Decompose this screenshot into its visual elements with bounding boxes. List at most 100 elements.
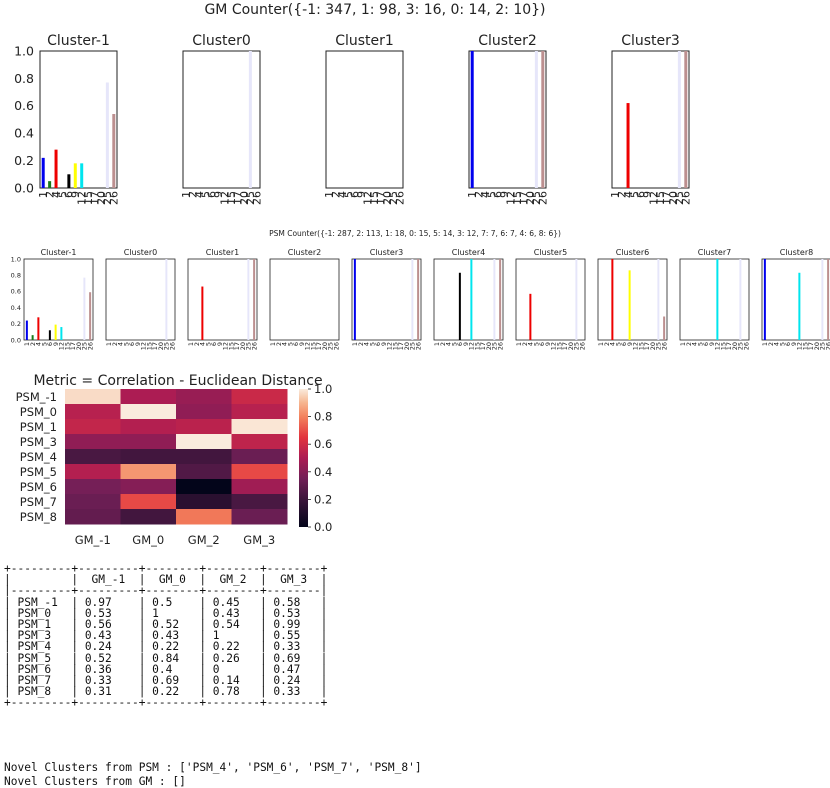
psm-bar: [499, 259, 502, 340]
psm-x-tick-label: 12: [58, 342, 66, 350]
gm-x-tick-label: 25: [244, 191, 257, 205]
psm-x-tick-label: 17: [315, 342, 323, 350]
psm-x-tick-label: 15: [637, 342, 645, 350]
psm-bar: [493, 259, 496, 340]
gm-bar: [470, 51, 474, 188]
psm-y-tick-label: 0.6: [11, 288, 21, 296]
psm-suptitle: PSM Counter({-1: 287, 2: 113, 1: 18, 0: …: [269, 229, 561, 238]
psm-bar: [575, 259, 578, 340]
heatmap-cell: [231, 404, 288, 420]
psm-subplot-title: Cluster5: [534, 248, 567, 257]
psm-bar: [628, 270, 631, 340]
heatmap-y-label: PSM_5: [20, 465, 57, 479]
psm-x-tick-label: 5: [286, 342, 294, 346]
psm-x-tick-label: 17: [725, 342, 733, 350]
psm-x-tick-label: 26: [86, 342, 94, 350]
heatmap-cell: [231, 434, 288, 450]
gm-bar: [626, 103, 630, 188]
heatmap-cell: [176, 479, 232, 495]
heatmap-cell: [65, 389, 121, 405]
heatmap-y-label: PSM_7: [20, 495, 57, 509]
psm-subplot-title: Cluster6: [616, 248, 649, 257]
psm-x-tick-label: 25: [327, 342, 335, 350]
psm-x-tick-label: 1: [515, 342, 523, 346]
gm-x-tick-label: 20: [95, 191, 108, 205]
gm-x-tick-label: 26: [108, 191, 121, 205]
gm-subplot-title: Cluster1: [335, 33, 394, 49]
gm-x-tick-label: 12: [76, 191, 89, 205]
psm-x-tick-label: 17: [69, 342, 77, 350]
psm-x-tick-label: 25: [163, 342, 171, 350]
psm-bar: [165, 259, 168, 340]
heatmap-y-label: PSM_0: [20, 405, 57, 419]
psm-x-tick-label: 12: [386, 342, 394, 350]
psm-x-tick-label: 1: [679, 342, 687, 346]
psm-bar: [83, 277, 86, 340]
heatmap-cell: [176, 404, 232, 420]
psm-x-tick-label: 5: [532, 342, 540, 346]
psm-axes-frame: [351, 258, 422, 341]
psm-x-tick-label: 20: [239, 342, 247, 350]
psm-x-tick-label: 9: [462, 342, 470, 346]
psm-x-tick-label: 20: [403, 342, 411, 350]
psm-x-tick-label: 17: [561, 342, 569, 350]
psm-x-tick-label: 26: [496, 342, 504, 350]
gm-x-tick-label: 2: [472, 191, 485, 198]
heatmap-y-label: PSM_6: [20, 480, 57, 494]
psm-bar: [353, 259, 356, 340]
psm-x-tick-label: 9: [134, 342, 142, 346]
psm-x-tick-label: 25: [245, 342, 253, 350]
psm-axes-frame: [23, 258, 94, 341]
gm-x-tick-label: 6: [206, 191, 219, 198]
gm-y-tick-label: 0.0: [14, 180, 34, 195]
gm-x-tick-label: 1: [37, 191, 50, 198]
heatmap-title: Metric = Correlation - Euclidean Distanc…: [33, 373, 322, 389]
psm-subplot-title: Cluster8: [780, 248, 813, 257]
colorbar: [299, 389, 308, 527]
heatmap-cell: [231, 464, 288, 480]
gm-x-tick-label: 17: [374, 191, 387, 205]
gm-x-tick-label: 4: [479, 191, 492, 198]
psm-x-tick-label: 2: [439, 342, 447, 346]
psm-x-tick-label: 17: [397, 342, 405, 350]
heatmap-cell: [65, 419, 121, 435]
psm-x-tick-label: 26: [168, 342, 176, 350]
gm-y-tick-label: 0.2: [14, 153, 34, 168]
psm-x-tick-label: 5: [450, 342, 458, 346]
psm-x-tick-label: 12: [304, 342, 312, 350]
psm-x-tick-label: 25: [655, 342, 663, 350]
psm-x-tick-label: 20: [567, 342, 575, 350]
heatmap-cell: [120, 419, 177, 435]
psm-x-tick-label: 9: [380, 342, 388, 346]
gm-axes-frame: [468, 50, 547, 189]
gm-axes-frame: [39, 50, 118, 189]
psm-x-tick-label: 1: [761, 342, 769, 346]
psm-bar: [529, 293, 532, 340]
heatmap-cell: [65, 434, 121, 450]
psm-axes-frame: [433, 258, 504, 341]
psm-bar: [827, 259, 830, 340]
gm-x-tick-label: 9: [69, 191, 82, 198]
psm-x-tick-label: 15: [555, 342, 563, 350]
psm-subplot-title: Cluster3: [370, 248, 403, 257]
heatmap-cell: [120, 404, 177, 420]
psm-x-tick-label: 12: [468, 342, 476, 350]
gm-x-tick-label: 12: [219, 191, 232, 205]
psm-x-tick-label: 4: [199, 342, 207, 346]
gm-x-tick-label: 15: [82, 191, 95, 205]
gm-x-tick-label: 25: [387, 191, 400, 205]
gm-bar: [48, 181, 52, 188]
psm-x-tick-label: 5: [122, 342, 130, 346]
gm-subplot-title: Cluster0: [192, 33, 251, 49]
psm-x-tick-label: 4: [609, 342, 617, 346]
psm-x-tick-label: 6: [46, 342, 54, 346]
gm-x-tick-label: 9: [212, 191, 225, 198]
psm-x-tick-label: 9: [544, 342, 552, 346]
psm-bar: [411, 259, 414, 340]
colorbar-tick-label: 0.4: [314, 465, 332, 479]
heatmap-x-label: GM_3: [243, 533, 275, 547]
psm-subplot-title: Cluster0: [124, 248, 157, 257]
gm-axes-frame: [182, 50, 261, 189]
psm-x-tick-label: 2: [521, 342, 529, 346]
gm-axes-frame: [611, 50, 690, 189]
